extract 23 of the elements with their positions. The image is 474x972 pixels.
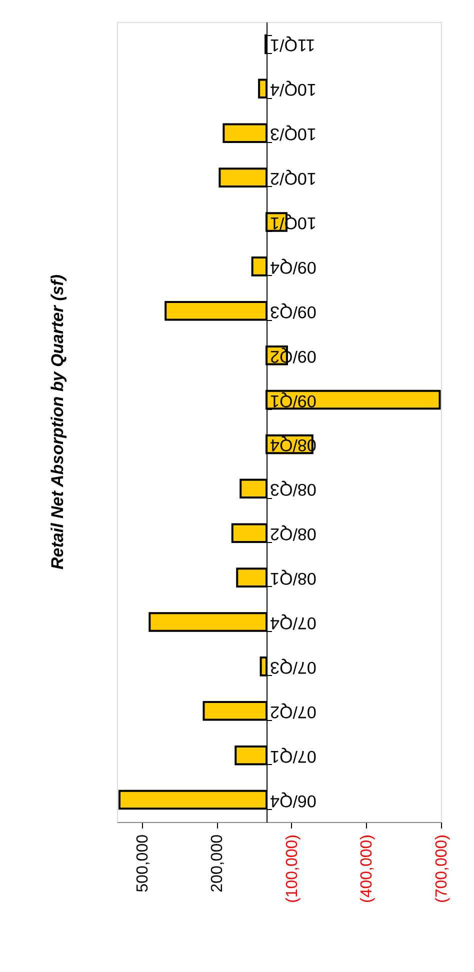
y-tick-label: 08/Q2 bbox=[270, 524, 316, 544]
y-tick-label: 10Q/2 bbox=[270, 169, 316, 188]
y-tick-label: 09/Q2 bbox=[270, 346, 316, 366]
x-tick-label: (700,000) bbox=[434, 834, 450, 903]
y-tick-label: 06/Q4 bbox=[270, 791, 316, 810]
y-tick-label: 10Q/3 bbox=[270, 124, 316, 144]
y-tick-label: 08/Q3 bbox=[270, 480, 316, 500]
x-tick-label: 200,000 bbox=[209, 834, 226, 892]
y-tick-label: 09/Q1 bbox=[270, 391, 316, 410]
y-tick-label: 07/Q3 bbox=[270, 658, 316, 677]
y-tick-label: 09/Q3 bbox=[270, 302, 316, 322]
text: Retail Net Absorption by Quarter (sf) bbox=[48, 274, 67, 570]
y-tick-label: 07/Q2 bbox=[270, 702, 316, 722]
y-tick-label: 09/Q4 bbox=[270, 258, 316, 277]
y-tick-label: 07/Q1 bbox=[270, 746, 316, 766]
y-tick-label: 11Q/1 bbox=[270, 36, 316, 55]
y-tick-label: 10Q/4 bbox=[270, 80, 316, 100]
x-tick-label: 500,000 bbox=[134, 834, 152, 892]
y-tick-label: 08/Q4 bbox=[270, 436, 316, 455]
y-tick-label: 07/Q4 bbox=[270, 614, 316, 632]
x-tick-label: (100,000) bbox=[284, 834, 301, 903]
x-tick-label: (400,000) bbox=[358, 834, 376, 903]
y-tick-label: 08/Q1 bbox=[270, 569, 316, 588]
